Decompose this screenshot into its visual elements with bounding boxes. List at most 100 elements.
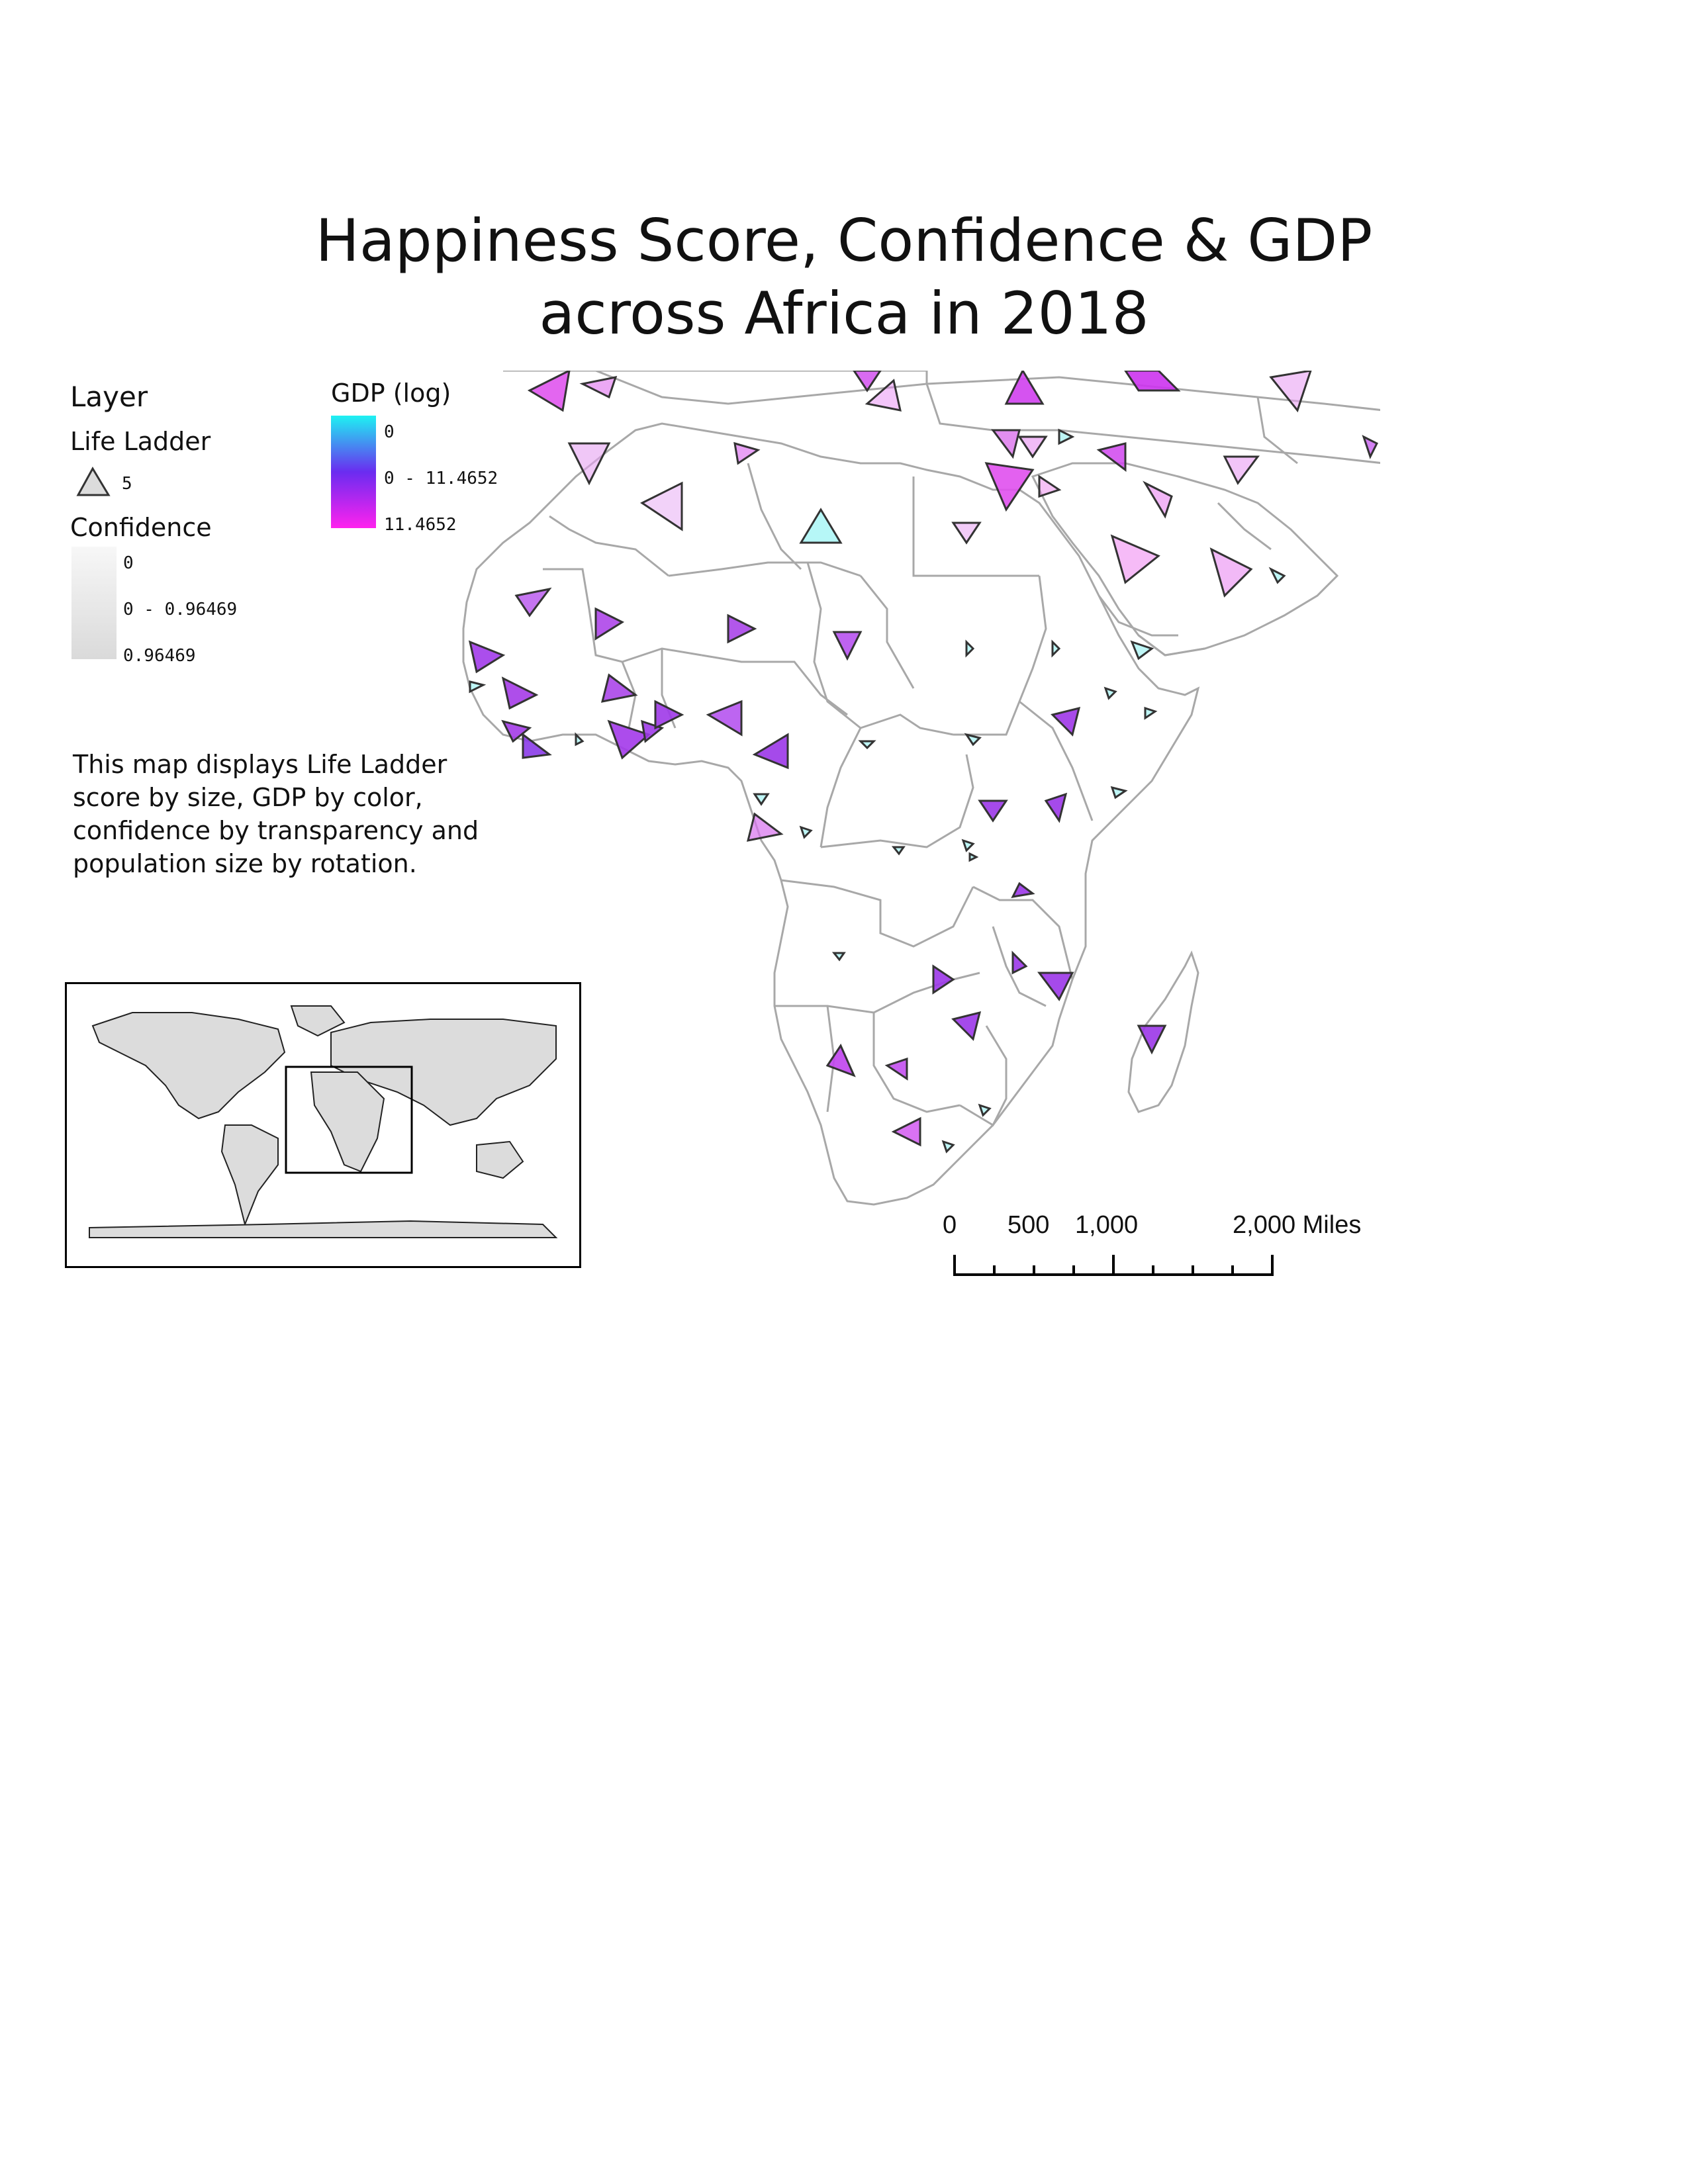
symbol-congo-w [746,812,784,842]
inset-eurasia [330,1019,557,1126]
symbol-benin [654,700,684,730]
symbol-iraq [1096,442,1127,472]
symbol-western-sahara [567,442,611,486]
africa-map [462,371,1380,1206]
symbol-algeria-west [579,376,618,399]
symbol-saudi [1110,534,1160,584]
country-borders [543,396,1298,1127]
confidence-ramp [71,547,117,659]
symbol-zambia [932,964,955,995]
symbol-lebanon [991,429,1021,459]
symbol-somalia [1110,786,1128,799]
legend-life-ladder-value: 5 [122,474,132,494]
symbol-rwanda [961,839,975,852]
symbol-senegal [468,640,506,674]
symbol-guinea [501,676,539,710]
symbol-ghana [607,719,651,760]
symbol-oman [1268,567,1286,584]
map-description: This map displays Life Ladder score by s… [73,750,479,878]
symbol-uganda [978,799,1008,823]
symbol-angola [831,952,846,962]
symbol-nigeria [706,700,743,737]
symbol-algeria [640,481,683,531]
symbol-somaliland [1144,706,1158,720]
symbol-libya-n [865,379,902,412]
legend-confidence-min: 0 [123,553,134,573]
inset-frame [65,982,581,1268]
inset-south-america [220,1124,279,1227]
legend-layer-heading: Layer [70,381,148,413]
symbol-tunisia-small [733,441,761,465]
symbol-yemen [1130,640,1154,660]
life-ladder-symbols [468,371,1379,1154]
scale-label-0: 0 [943,1211,957,1239]
symbol-liberia [522,733,552,759]
symbol-eswatini [978,1103,992,1117]
symbol-chad [965,639,975,658]
symbol-car [858,740,876,750]
symbol-lesotho [941,1140,955,1154]
legend-gdp-min: 0 [384,422,395,442]
symbol-kenya [1044,792,1068,823]
symbol-south-africa [891,1116,921,1147]
symbol-morocco [527,371,571,412]
symbol-turkey [1124,371,1181,392]
inset-greenland [290,1005,346,1037]
symbol-cameroon [752,733,789,770]
symbol-drc [891,846,906,856]
symbol-mali [594,607,625,641]
inset-australia [476,1140,524,1179]
africa-landmass [462,422,1200,1206]
symbol-burundi [968,852,979,862]
symbol-burkina [600,673,638,703]
inset-north-america [91,1012,286,1120]
symbol-kuwait [1143,480,1173,519]
inset-world-map [89,1005,558,1238]
map-title-line-2: across Africa in 2018 [539,279,1149,347]
scale-bar-graphic [953,1255,1274,1276]
symbol-zimbabwe [951,1011,982,1041]
legend-confidence-range: 0 - 0.96469 [123,600,238,619]
symbol-mauritania [514,587,552,617]
inset-africa-extent [285,1066,413,1174]
symbol-congo-small [799,825,813,839]
europe-south [503,371,928,405]
symbol-iran [1269,371,1312,413]
symbol-s-sudan [964,733,982,747]
symbol-ethiopia [1051,706,1081,737]
symbol-botswana [884,1057,908,1081]
madagascar [1127,950,1199,1113]
symbol-iran-s [1223,455,1260,485]
legend-confidence-label: Confidence [70,513,212,542]
symbol-tunisia [853,371,882,392]
symbol-sudan [1051,639,1061,658]
symbol-israel [1017,435,1048,459]
legend-gdp-max: 11.4652 [384,515,457,535]
legend-life-ladder-label: Life Ladder [70,427,211,456]
scale-label-2000: 2,000 Miles [1233,1211,1362,1239]
scale-label-500: 500 [1008,1211,1050,1239]
symbol-gabon [753,793,770,806]
symbol-greece [1004,371,1045,405]
inset-africa [310,1071,385,1173]
inset-antarctica [89,1220,558,1238]
life-ladder-legend-symbol [76,466,111,496]
gdp-color-ramp [331,416,376,528]
symbol-eritrea [1103,686,1117,700]
symbol-chad-n [832,631,863,661]
symbol-namibia [825,1043,856,1077]
symbol-niger [727,614,757,644]
symbol-madagascar [1137,1024,1167,1055]
symbol-sierra-leone [501,719,532,743]
arabian-peninsula [1031,462,1339,657]
legend-gdp-range: 0 - 11.4652 [384,469,498,488]
symbol-malawi [1011,950,1028,975]
symbol-egypt [984,462,1035,512]
legend-gdp-label: GDP (log) [331,379,451,408]
symbol-afghan [1362,435,1379,459]
symbol-mozambique [1037,972,1074,1001]
symbol-egypt-s [951,522,982,545]
symbol-qatar [1058,428,1075,445]
map-title-line-1: Happiness Score, Confidence & GDP [315,206,1373,275]
scale-label-1000: 1,000 [1075,1211,1139,1239]
